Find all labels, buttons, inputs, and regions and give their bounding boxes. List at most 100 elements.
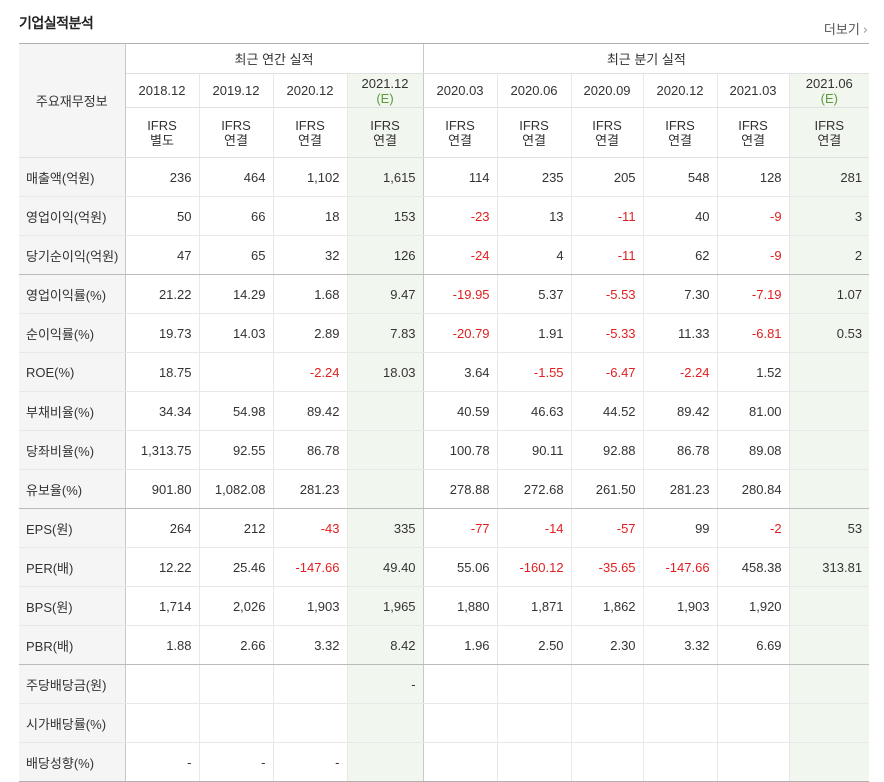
- table-cell: 1,102: [272, 157, 347, 197]
- ifrs-label: IFRS: [738, 117, 768, 133]
- table-cell: [788, 703, 870, 743]
- table-row: EPS(원) 264 212 -43 335 -77 -14 -57 99 -2 53: [19, 508, 870, 548]
- basis-label: 별도: [150, 132, 174, 148]
- table-cell: [198, 703, 273, 743]
- ifrs-label: IFRS: [370, 117, 400, 133]
- table-cell: 264: [124, 508, 199, 548]
- table-cell: 7.83: [346, 313, 424, 353]
- period-header: 2020.03: [422, 73, 498, 108]
- table-cell: -5.33: [570, 313, 644, 353]
- table-cell: -147.66: [642, 547, 718, 587]
- table-cell: [788, 586, 870, 626]
- table-cell: 128: [716, 157, 790, 197]
- table-cell: 90.11: [496, 430, 572, 470]
- table-cell: -6.81: [716, 313, 790, 353]
- table-cell: [570, 664, 644, 704]
- row-label: EPS(원): [19, 508, 126, 548]
- basis-label: 연결: [741, 132, 765, 148]
- table-cell: 205: [570, 157, 644, 197]
- table-cell: 44.52: [570, 391, 644, 431]
- period-header: 2019.12: [198, 73, 273, 108]
- period-header: 2021.06 (E): [788, 73, 870, 108]
- table-cell: 7.30: [642, 274, 718, 314]
- table-cell: [496, 703, 572, 743]
- table-cell: [788, 430, 870, 470]
- table-cell: [642, 703, 718, 743]
- accounting-basis: IFRS 연결: [642, 107, 718, 158]
- table-cell: 6.69: [716, 625, 790, 665]
- table-cell: 1,903: [272, 586, 347, 626]
- table-cell: [788, 352, 870, 392]
- table-cell: [788, 664, 870, 704]
- table-cell: 9.47: [346, 274, 424, 314]
- table-cell: [716, 742, 790, 782]
- table-row: PBR(배) 1.88 2.66 3.32 8.42 1.96 2.50 2.30 3.32 6.…: [19, 625, 870, 665]
- table-cell: [346, 469, 424, 509]
- table-cell: 0.53: [788, 313, 870, 353]
- table-cell: 1,082.08: [198, 469, 273, 509]
- basis-label: 연결: [298, 132, 322, 148]
- table-cell: -1.55: [496, 352, 572, 392]
- table-cell: 8.42: [346, 625, 424, 665]
- table-cell: 281.23: [272, 469, 347, 509]
- table-cell: -11: [570, 235, 644, 275]
- table-cell: 50: [124, 196, 199, 236]
- table-cell: 86.78: [642, 430, 718, 470]
- table-cell: 32: [272, 235, 347, 275]
- accounting-basis: IFRS 연결: [422, 107, 498, 158]
- table-cell: 12.22: [124, 547, 199, 587]
- quarter-group-header: 최근 분기 실적: [422, 43, 870, 74]
- table-cell: 53: [788, 508, 870, 548]
- basis-label: 연결: [595, 132, 619, 148]
- basis-label: 연결: [373, 132, 397, 148]
- period-year: 2020.06: [510, 83, 558, 98]
- estimate-mark: (E): [376, 90, 394, 106]
- table-cell: 458.38: [716, 547, 790, 587]
- table-cell: -11: [570, 196, 644, 236]
- annual-group-header: 최근 연간 실적: [124, 43, 424, 74]
- table-cell: 548: [642, 157, 718, 197]
- more-label: 더보기: [823, 23, 860, 38]
- table-cell: 236: [124, 157, 199, 197]
- table-row: 순이익률(%) 19.73 14.03 2.89 7.83 -20.79 1.91 -5.33…: [19, 313, 870, 353]
- table-cell: -14: [496, 508, 572, 548]
- table-cell: 3: [788, 196, 870, 236]
- table-cell: 62: [642, 235, 718, 275]
- row-label: 배당성향(%): [19, 742, 126, 782]
- table-cell: 49.40: [346, 547, 424, 587]
- table-cell: [124, 664, 199, 704]
- table-row: 당기순이익(억원) 47 65 32 126 -24 4 -11 62 -9 2: [19, 235, 870, 275]
- period-year: 2018.12: [138, 83, 186, 98]
- row-label: 유보율(%): [19, 469, 126, 509]
- table-cell: 1.52: [716, 352, 790, 392]
- table-cell: 280.84: [716, 469, 790, 509]
- table-cell: [272, 703, 347, 743]
- table-cell: 2: [788, 235, 870, 275]
- table-cell: 153: [346, 196, 424, 236]
- table-cell: 2.50: [496, 625, 572, 665]
- table-cell: -35.65: [570, 547, 644, 587]
- section-title: 기업실적분석: [19, 16, 94, 32]
- period-year: 2021.12: [361, 75, 409, 91]
- table-cell: 1,714: [124, 586, 199, 626]
- table-cell: 21.22: [124, 274, 199, 314]
- table-cell: 1,880: [422, 586, 498, 626]
- period-header: 2021.03: [716, 73, 790, 108]
- table-cell: 281: [788, 157, 870, 197]
- basis-label: 연결: [448, 132, 472, 148]
- table-cell: 13: [496, 196, 572, 236]
- table-cell: 1.07: [788, 274, 870, 314]
- table-row: 시가배당률(%): [19, 703, 870, 743]
- table-cell: 3.64: [422, 352, 498, 392]
- more-link[interactable]: 더보기 ›: [824, 19, 868, 38]
- table-cell: 313.81: [788, 547, 870, 587]
- table-cell: [716, 703, 790, 743]
- table-cell: 11.33: [642, 313, 718, 353]
- table-cell: [642, 742, 718, 782]
- table-cell: 1,615: [346, 157, 424, 197]
- table-cell: [496, 664, 572, 704]
- table-cell: 2,026: [198, 586, 273, 626]
- financial-table: 주요재무정보 최근 연간 실적 최근 분기 실적 2018.12 2019.12 2…: [19, 43, 870, 782]
- table-cell: -19.95: [422, 274, 498, 314]
- table-cell: [346, 703, 424, 743]
